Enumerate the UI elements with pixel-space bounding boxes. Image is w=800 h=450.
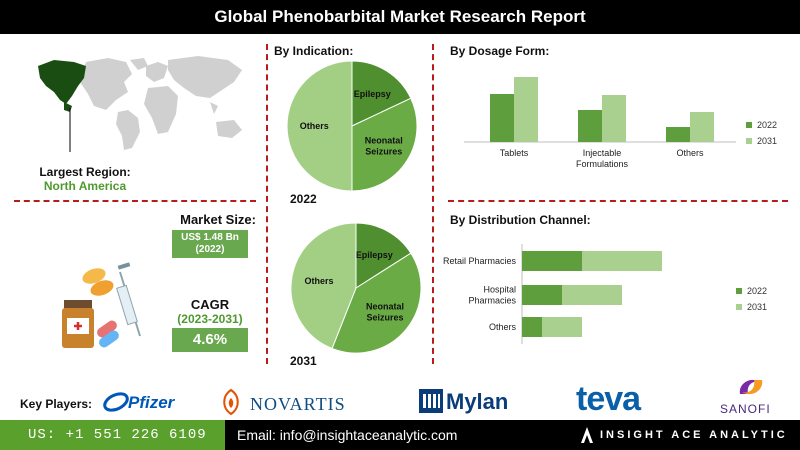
dosage-bar-2031-0 <box>514 77 538 142</box>
insight-ace-logo-icon <box>581 427 593 443</box>
market-size-value: US$ 1.48 Bn <box>181 232 239 243</box>
pie-slice-epilepsy <box>351 60 412 127</box>
largest-region-value: North America <box>43 179 127 193</box>
sanofi-logo-icon <box>739 379 763 395</box>
dosage-heading: By Dosage Form: <box>450 44 550 58</box>
distribution-legend-swatch-2022 <box>736 288 742 294</box>
world-map <box>38 56 242 152</box>
mylan-logo: Mylan <box>446 389 509 414</box>
cagr-value: 4.6% <box>172 328 248 352</box>
indication-heading: By Indication: <box>274 44 354 58</box>
dosage-bar-2022-1 <box>578 110 602 142</box>
dosage-bar-2022-0 <box>490 94 514 142</box>
distribution-heading: By Distribution Channel: <box>450 213 591 227</box>
dosage-legend-2022: 2022 <box>757 120 777 130</box>
dosage-tick-label: Tablets <box>500 148 529 158</box>
distribution-bar-2022-1 <box>522 285 562 305</box>
footer-brand: INSIGHT ACE ANALYTIC <box>600 429 788 441</box>
distribution-bar-2022-0 <box>522 251 582 271</box>
divider-right-panel <box>448 200 788 202</box>
divider-right <box>432 44 434 364</box>
dosage-bar-chart: Tablets Injectable Formulations Others 2022 2… <box>464 77 777 169</box>
market-size-label: Market Size: <box>180 212 256 227</box>
distribution-legend-2022: 2022 <box>747 286 767 296</box>
key-players-label: Key Players: <box>20 397 93 411</box>
distribution-legend-2031: 2031 <box>747 302 767 312</box>
distribution-tick-label: Others <box>489 322 517 332</box>
pfizer-logo: Pfizer <box>128 393 175 412</box>
distribution-legend-swatch-2031 <box>736 304 742 310</box>
distribution-bar-2031-0 <box>582 251 662 271</box>
pfizer-logo-icon <box>103 392 129 412</box>
cagr-period: (2023-2031) <box>177 312 243 326</box>
distribution-tick-label: Hospital Pharmacies <box>468 285 516 306</box>
north-america-highlight <box>38 60 86 104</box>
divider-left <box>266 44 268 364</box>
novartis-logo-icon <box>223 388 239 416</box>
cagr-label: CAGR <box>190 297 230 312</box>
pie-label-neonatal-seizures: Neonatal Seizures <box>366 302 404 323</box>
footer-phone: US: +1 551 226 6109 <box>0 420 225 450</box>
largest-region-label: Largest Region: <box>39 165 131 179</box>
mylan-logo-icon <box>419 389 443 413</box>
dosage-bar-2022-2 <box>666 127 690 142</box>
dosage-bar-2031-1 <box>602 95 626 142</box>
pie-slice-neonatal-seizures <box>331 252 422 354</box>
market-size-year: (2022) <box>195 244 225 255</box>
novartis-logo: NOVARTIS <box>250 394 346 414</box>
pie-2022-year: 2022 <box>290 192 317 206</box>
dosage-legend-swatch-2022 <box>746 122 752 128</box>
market-size-box: US$ 1.48 Bn (2022) <box>172 230 248 258</box>
pie-slice-others <box>286 60 353 192</box>
medicine-illustration <box>62 262 141 348</box>
pie-slice-epilepsy <box>355 222 412 289</box>
dosage-legend-2031: 2031 <box>757 136 777 146</box>
distribution-bar-chart: Retail Pharmacies Hospital Pharmacies Other… <box>443 244 767 344</box>
distribution-bar-2022-2 <box>522 317 542 337</box>
report-title: Global Phenobarbital Market Research Rep… <box>0 0 800 34</box>
pie-chart-2022: Epilepsy Neonatal Seizures Others <box>286 60 418 192</box>
dosage-tick-label: Injectable Formulations <box>576 148 629 169</box>
pie-2031-year: 2031 <box>290 354 317 368</box>
footer-bar: US: +1 551 226 6109 Email: info@insighta… <box>0 420 800 450</box>
dosage-tick-label: Others <box>676 148 704 158</box>
pie-label-neonatal-seizures: Neonatal Seizures <box>365 136 403 157</box>
dosage-bar-2031-2 <box>690 112 714 142</box>
pie-chart-2031: Epilepsy Neonatal Seizures Others <box>290 222 422 354</box>
dosage-legend-swatch-2031 <box>746 138 752 144</box>
footer-email: Email: info@insightaceanalytic.com <box>237 427 458 443</box>
pie-label-others: Others <box>300 121 329 131</box>
pie-label-epilepsy: Epilepsy <box>354 89 391 99</box>
pie-slice-others <box>290 222 357 350</box>
distribution-tick-label: Retail Pharmacies <box>443 256 517 266</box>
divider-left-panel <box>14 200 256 202</box>
distribution-bar-2031-2 <box>542 317 582 337</box>
teva-logo: teva <box>576 380 641 418</box>
pie-label-epilepsy: Epilepsy <box>356 250 393 260</box>
pie-slice-neonatal-seizures <box>351 97 418 192</box>
pie-label-others: Others <box>304 276 333 286</box>
distribution-bar-2031-1 <box>562 285 622 305</box>
sanofi-logo: SANOFI <box>720 402 771 416</box>
